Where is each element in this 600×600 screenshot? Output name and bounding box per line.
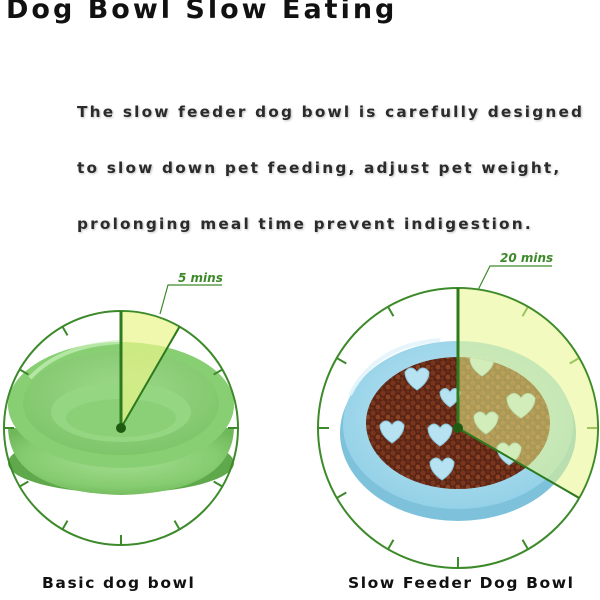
basic-timer-dial: 5 mins (3, 271, 239, 546)
slow-dial-tick (336, 357, 347, 365)
basic-callout-line (159, 284, 222, 315)
slow-dial-tick (336, 491, 347, 499)
basic-dial-tick (213, 368, 223, 376)
page-title: Dog Bowl Slow Eating (6, 0, 398, 25)
slow-dial-tick (387, 306, 395, 317)
slow-callout-line (477, 265, 552, 291)
basic-dial-tick (19, 480, 29, 488)
basic-bowl-caption: Basic dog bowl (42, 574, 196, 592)
slow-dial-tick (521, 539, 529, 550)
basic-dial-tick (173, 520, 181, 530)
basic-time-label: 5 mins (178, 271, 223, 285)
slow-dial-tick (387, 539, 395, 550)
basic-bowl-figure: 5 mins (3, 271, 239, 546)
basic-dial-tick (61, 326, 69, 336)
basic-dial-center (116, 423, 126, 433)
slow-bowl-caption: Slow Feeder Dog Bowl (348, 574, 575, 592)
slow-time-sector (457, 287, 599, 500)
slow-dial-center (453, 423, 463, 433)
description-line-2: to slow down pet feeding, adjust pet wei… (77, 159, 562, 177)
basic-dial-tick (61, 520, 69, 530)
description: The slow feeder dog bowl is carefully de… (77, 84, 584, 252)
description-line-1: The slow feeder dog bowl is carefully de… (77, 103, 585, 121)
description-line-3: prolonging meal time prevent indigestion… (77, 215, 533, 233)
slow-timer-dial: 20 mins (317, 251, 599, 569)
basic-dial-tick (213, 480, 223, 488)
slow-bowl-figure: 20 mins (317, 251, 599, 569)
basic-dial-tick (19, 368, 29, 376)
slow-time-label: 20 mins (500, 251, 553, 265)
